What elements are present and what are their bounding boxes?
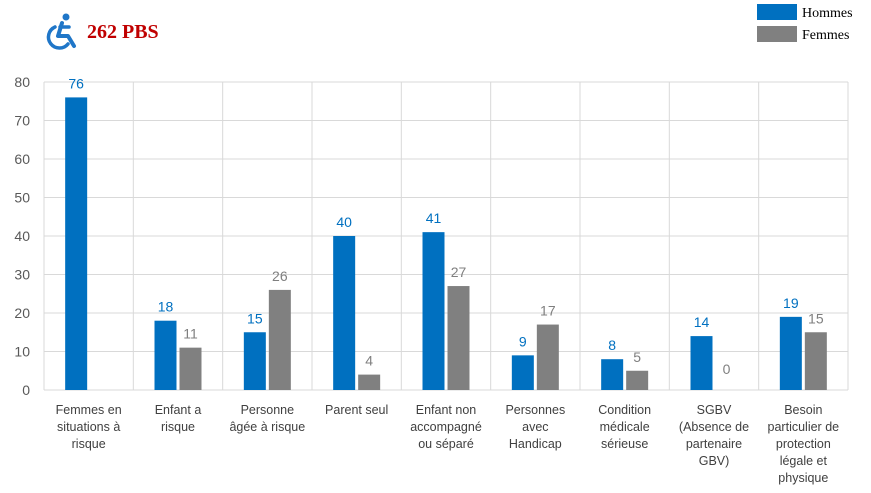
chart-title: 262 PBS <box>87 21 159 43</box>
bar-hommes <box>154 320 177 390</box>
data-label-femmes: 17 <box>540 303 556 319</box>
legend-swatch-hommes <box>757 4 797 20</box>
bar-hommes <box>65 97 88 391</box>
data-label-hommes: 41 <box>426 210 442 226</box>
bar-femmes <box>268 289 291 390</box>
bar-femmes <box>626 370 649 390</box>
y-tick-label: 30 <box>14 267 30 283</box>
legend-swatch-femmes <box>757 26 797 42</box>
x-tick-label: Femmes en situations à risque <box>56 403 122 451</box>
data-label-hommes: 19 <box>783 295 799 311</box>
bar-hommes <box>243 332 266 390</box>
y-tick-label: 10 <box>14 344 30 360</box>
data-label-hommes: 15 <box>247 310 263 326</box>
bar-femmes <box>447 286 470 390</box>
bar-hommes <box>511 355 534 390</box>
y-tick-label: 0 <box>22 382 30 398</box>
grid <box>43 81 849 391</box>
x-tick-label: Condition médicale sérieuse <box>598 403 651 451</box>
data-labels: 76 18 15 40 41 9 8 14 19 11 26 4 27 17 5 0 15 <box>68 75 823 377</box>
y-tick-label: 50 <box>14 190 30 206</box>
legend: Hommes Femmes <box>757 4 853 43</box>
x-tick-label: Personnes avec Handicap <box>505 403 565 451</box>
x-tick-label: Enfant non accompagné ou séparé <box>410 403 482 451</box>
bar-femmes <box>179 347 202 390</box>
data-label-hommes: 9 <box>519 333 527 349</box>
bar-hommes <box>422 232 445 390</box>
data-label-femmes: 11 <box>183 326 198 342</box>
data-label-hommes: 18 <box>158 299 174 315</box>
data-label-femmes: 5 <box>633 349 641 365</box>
data-label-femmes: 26 <box>272 268 288 284</box>
bar-hommes <box>690 336 713 390</box>
bar-femmes <box>358 374 381 390</box>
y-tick-label: 40 <box>14 228 30 244</box>
wheelchair-icon <box>46 13 76 50</box>
x-tick-label: Personne âgée à risque <box>229 403 305 434</box>
bar-femmes <box>804 332 827 390</box>
y-tick-label: 80 <box>14 74 30 90</box>
y-axis: 0 10 20 30 40 50 60 70 80 <box>14 74 30 398</box>
data-label-hommes: 40 <box>336 214 352 230</box>
x-tick-label: SGBV (Absence de partenaire GBV) <box>679 403 749 468</box>
y-tick-label: 60 <box>14 151 30 167</box>
bar-femmes <box>536 324 559 390</box>
data-label-femmes: 15 <box>808 310 824 326</box>
bar-hommes <box>333 236 356 390</box>
x-tick-label: Enfant a risque <box>155 403 202 434</box>
y-tick-label: 70 <box>14 113 30 129</box>
bar-hommes <box>601 359 624 390</box>
x-tick-label: Parent seul <box>325 403 388 417</box>
legend-label-hommes: Hommes <box>802 6 853 21</box>
legend-label-femmes: Femmes <box>802 28 849 43</box>
data-label-femmes: 4 <box>365 353 373 369</box>
bar-hommes <box>779 316 802 390</box>
data-label-hommes: 76 <box>68 75 84 91</box>
data-label-hommes: 14 <box>694 314 710 330</box>
x-axis: Femmes en situations à risque Enfant a risqu… <box>56 403 839 485</box>
data-label-femmes: 27 <box>451 264 467 280</box>
data-label-femmes: 0 <box>723 361 731 377</box>
bars <box>65 97 827 391</box>
x-tick-label: Besoin particulier de protection légale et p… <box>768 403 840 485</box>
y-tick-label: 20 <box>14 305 30 321</box>
data-label-hommes: 8 <box>608 337 616 353</box>
